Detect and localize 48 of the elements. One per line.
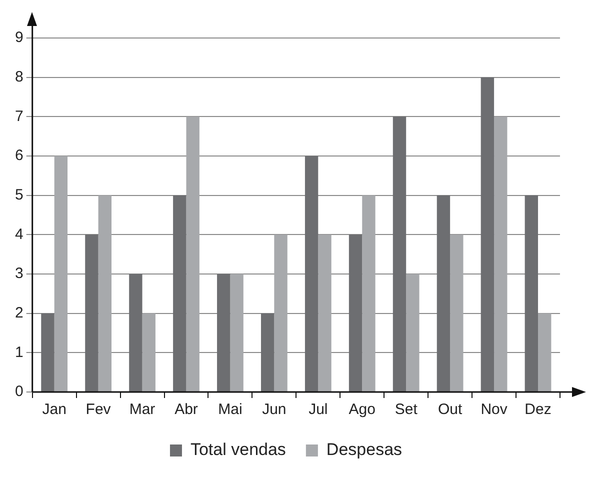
y-tick-label: 1 bbox=[15, 344, 24, 361]
y-tick-label: 9 bbox=[15, 29, 24, 46]
bar bbox=[450, 234, 464, 392]
legend-label: Despesas bbox=[326, 440, 402, 460]
bar bbox=[304, 156, 318, 392]
x-tick-label: Fev bbox=[86, 401, 112, 418]
y-tick-label: 3 bbox=[15, 265, 24, 282]
bar bbox=[318, 234, 332, 392]
x-tick-label: Out bbox=[438, 401, 463, 418]
x-tick-label: Jun bbox=[262, 401, 286, 418]
bar bbox=[54, 156, 68, 392]
y-tick-label: 4 bbox=[15, 226, 24, 243]
bar bbox=[348, 234, 362, 392]
bar bbox=[85, 234, 98, 392]
bar bbox=[98, 195, 112, 392]
x-tick-label: Mai bbox=[218, 401, 242, 418]
y-tick-label: 8 bbox=[15, 68, 24, 86]
x-tick-label: Dez bbox=[524, 401, 552, 418]
bar bbox=[260, 313, 274, 392]
y-tick-label: 0 bbox=[15, 383, 24, 400]
bar bbox=[41, 313, 54, 392]
x-tick-label: Abr bbox=[174, 401, 198, 418]
bar bbox=[494, 116, 508, 392]
x-tick-label: Jan bbox=[42, 401, 66, 418]
x-tick-label: Jul bbox=[308, 401, 328, 418]
bar bbox=[524, 195, 538, 392]
legend-label: Total vendas bbox=[190, 440, 286, 460]
x-tick-label: Ago bbox=[348, 401, 376, 418]
bar bbox=[129, 274, 142, 392]
y-tick-label: 2 bbox=[15, 304, 24, 322]
bar bbox=[538, 313, 552, 392]
bar bbox=[230, 274, 244, 392]
bar bbox=[392, 116, 406, 392]
bar bbox=[274, 234, 288, 392]
bar bbox=[142, 313, 156, 392]
x-tick-label: Nov bbox=[480, 401, 508, 418]
bar bbox=[186, 116, 200, 392]
bar bbox=[406, 274, 420, 392]
bar bbox=[362, 195, 376, 392]
y-tick-label: 7 bbox=[15, 108, 24, 125]
x-tick-label: Mar bbox=[129, 401, 156, 418]
bar bbox=[217, 274, 230, 392]
bar bbox=[480, 77, 494, 392]
bar bbox=[173, 195, 186, 392]
bar bbox=[436, 195, 450, 392]
x-tick-label: Set bbox=[394, 401, 418, 418]
y-tick-label: 5 bbox=[15, 186, 24, 204]
y-tick-label: 6 bbox=[15, 147, 24, 164]
